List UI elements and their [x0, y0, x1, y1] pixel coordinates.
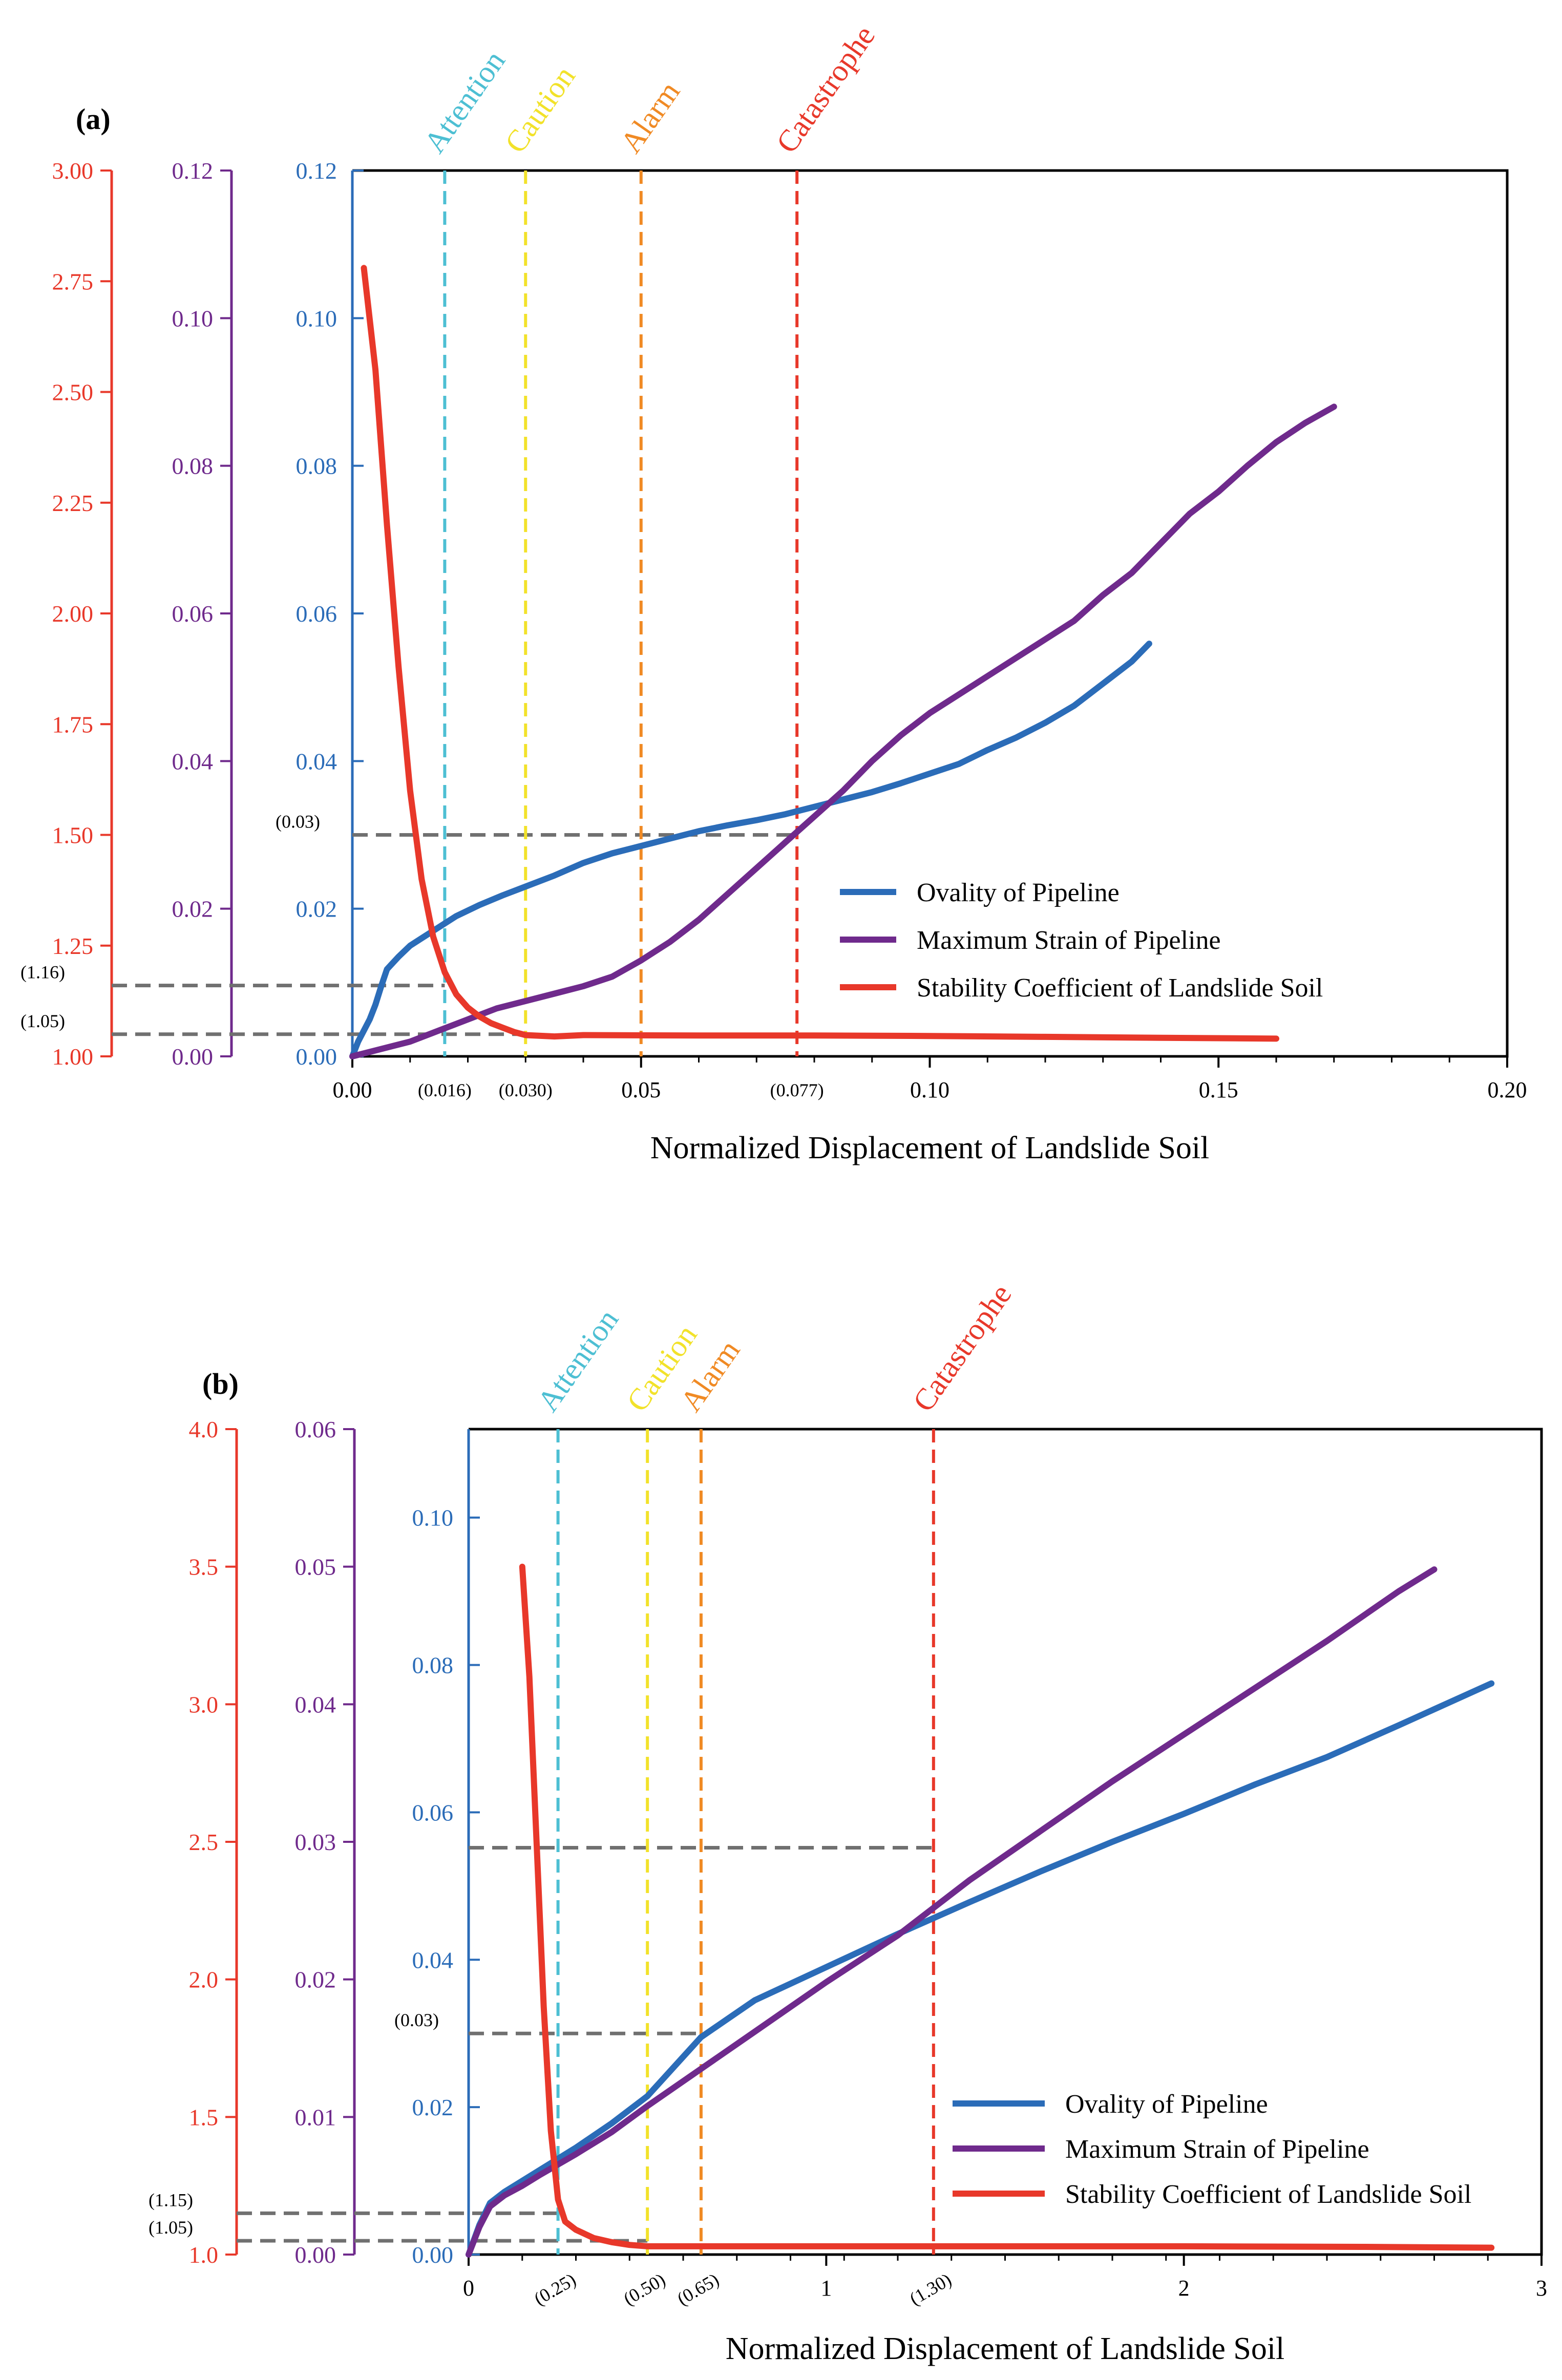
stability-tick-label: 1.25 [52, 933, 94, 959]
strain-tick-label: 0.04 [172, 748, 214, 774]
ovality-tick-label: 0.08 [412, 1652, 454, 1678]
ovality-tick-label: 0.02 [296, 896, 337, 922]
ovality-tick-label: 0.10 [412, 1505, 454, 1531]
ovality-tick-label: 0.06 [296, 601, 337, 627]
reference-value-label: (1.05) [149, 2217, 193, 2238]
x-threshold-mark-label: (0.030) [499, 1080, 553, 1100]
stability-tick-label: 2.5 [189, 1829, 219, 1855]
stability-tick-label: 4.0 [189, 1416, 219, 1442]
stability-tick-label: 1.5 [189, 2104, 219, 2130]
strain-tick-label: 0.04 [295, 1691, 336, 1717]
ovality-tick-label: 0.12 [296, 158, 337, 184]
x-tick-label: 0 [463, 2276, 474, 2301]
series-line-ovality-of-pipeline [466, 1680, 1495, 2258]
reference-value-label: (0.03) [276, 812, 320, 832]
stability-tick-label: 2.25 [52, 490, 94, 516]
reference-value-label: (1.05) [20, 1011, 65, 1031]
strain-tick-label: 0.06 [295, 1416, 336, 1442]
x-tick-label: 0.15 [1199, 1077, 1238, 1102]
legend-label-maximum-strain-of-pipeline: Maximum Strain of Pipeline [917, 926, 1221, 955]
strain-tick-label: 0.00 [172, 1044, 214, 1070]
ovality-tick-label: 0.00 [412, 2242, 454, 2268]
legend-label-stability-coefficient-of-landslide-soil: Stability Coefficient of Landslide Soil [1065, 2180, 1471, 2209]
x-axis-title: Normalized Displacement of Landslide Soi… [650, 1131, 1210, 1165]
series-line-stability-coefficient-of-landslide-soil [519, 1563, 1495, 2251]
ovality-tick-label: 0.04 [412, 1947, 454, 1973]
legend-label-ovality-of-pipeline: Ovality of Pipeline [917, 878, 1120, 907]
legend-label-maximum-strain-of-pipeline: Maximum Strain of Pipeline [1065, 2135, 1369, 2164]
ovality-tick-label: 0.04 [296, 748, 337, 774]
strain-tick-label: 0.06 [172, 601, 214, 627]
x-tick-label: 0.20 [1488, 1077, 1527, 1102]
reference-value-label: (1.16) [20, 962, 65, 983]
stability-tick-label: 1.0 [189, 2242, 219, 2268]
ovality-tick-label: 0.10 [296, 305, 337, 331]
x-tick-label: 3 [1536, 2276, 1547, 2301]
strain-tick-label: 0.02 [172, 896, 214, 922]
strain-tick-label: 0.02 [295, 1967, 336, 1993]
strain-tick-label: 0.12 [172, 158, 214, 184]
stability-tick-label: 1.50 [52, 822, 94, 848]
reference-value-label: (0.03) [394, 2010, 439, 2030]
series-line-ovality-of-pipeline [349, 641, 1152, 1059]
strain-tick-label: 0.00 [295, 2242, 336, 2268]
strain-tick-label: 0.08 [172, 453, 214, 479]
x-axis-title: Normalized Displacement of Landslide Soi… [726, 2331, 1285, 2366]
ovality-tick-label: 0.08 [296, 453, 337, 479]
stability-tick-label: 1.00 [52, 1044, 94, 1070]
stability-tick-label: 2.00 [52, 601, 94, 627]
stability-tick-label: 3.00 [52, 158, 94, 184]
series-line-maximum-strain-of-pipeline [349, 403, 1337, 1059]
reference-value-label: (1.15) [149, 2190, 193, 2210]
x-tick-label: 2 [1178, 2276, 1190, 2301]
ovality-tick-label: 0.06 [412, 1799, 454, 1825]
stability-tick-label: 2.75 [52, 268, 94, 294]
stability-tick-label: 3.0 [189, 1691, 219, 1717]
x-tick-label: 0.05 [621, 1077, 661, 1102]
stability-tick-label: 2.0 [189, 1967, 219, 1993]
panel-b-label: (b) [202, 1367, 239, 1400]
strain-tick-label: 0.10 [172, 305, 214, 331]
stability-tick-label: 2.50 [52, 379, 94, 406]
series-line-maximum-strain-of-pipeline [466, 1566, 1438, 2258]
ovality-tick-label: 0.02 [412, 2094, 454, 2120]
strain-tick-label: 0.05 [295, 1554, 336, 1580]
x-tick-label: 0.00 [333, 1077, 372, 1102]
legend-label-stability-coefficient-of-landslide-soil: Stability Coefficient of Landslide Soil [917, 973, 1323, 1003]
strain-tick-label: 0.01 [295, 2104, 336, 2130]
strain-tick-label: 0.03 [295, 1829, 336, 1855]
x-threshold-mark-label: (0.077) [770, 1080, 824, 1100]
panel-a-label: (a) [76, 102, 111, 136]
x-threshold-mark-label: (0.016) [418, 1080, 472, 1100]
x-tick-label: 1 [820, 2276, 832, 2301]
x-tick-label: 0.10 [910, 1077, 949, 1102]
stability-tick-label: 1.75 [52, 711, 94, 737]
stability-tick-label: 3.5 [189, 1554, 219, 1580]
legend-label-ovality-of-pipeline: Ovality of Pipeline [1065, 2090, 1268, 2119]
ovality-tick-label: 0.00 [296, 1044, 337, 1070]
series-line-stability-coefficient-of-landslide-soil [361, 265, 1279, 1042]
